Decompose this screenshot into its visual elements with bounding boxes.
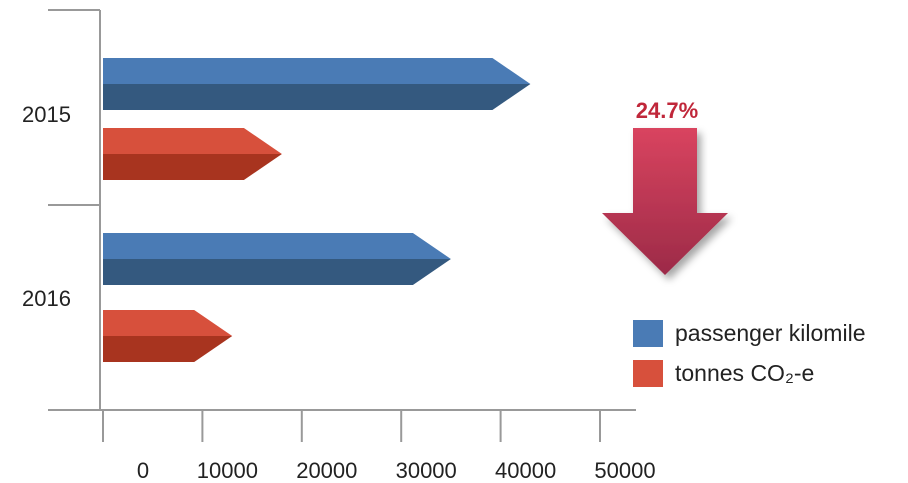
bar-face-bottom (103, 84, 531, 110)
legend-label-passenger: passenger kilomile (675, 319, 866, 346)
legend-label-co2: tonnes CO₂-e (675, 359, 815, 386)
bar-2015-co2 (103, 128, 282, 180)
x-tick-label: 20000 (296, 458, 357, 483)
bar-face-bottom (103, 259, 451, 285)
bar-face-top (103, 128, 282, 154)
bar-2016-co2 (103, 310, 233, 362)
bar-face-top (103, 58, 531, 84)
bars-group (103, 58, 531, 362)
x-tick-label: 10000 (197, 458, 258, 483)
x-tick-label: 0 (137, 458, 149, 483)
bar-2015-passenger (103, 58, 531, 110)
bar-face-top (103, 310, 233, 336)
x-tick-label: 40000 (495, 458, 556, 483)
category-label-2016: 2016 (22, 286, 71, 311)
legend: passenger kilomile tonnes CO₂-e (633, 313, 865, 393)
bar-face-top (103, 233, 451, 259)
bar-face-bottom (103, 336, 233, 362)
decrease-percentage: 24.7% (635, 98, 699, 123)
bar-face-bottom (103, 154, 282, 180)
legend-item-co2: tonnes CO₂-e (633, 353, 865, 393)
x-axis-ticks: 0 10000 20000 30000 40000 50000 (102, 410, 656, 483)
down-arrow-icon (602, 128, 728, 275)
x-tick-label: 30000 (396, 458, 457, 483)
x-tick-label: 50000 (594, 458, 655, 483)
category-label-2015: 2015 (22, 102, 71, 127)
legend-swatch-co2 (633, 359, 663, 387)
bar-2016-passenger (103, 233, 451, 285)
legend-item-passenger: passenger kilomile (633, 313, 865, 353)
legend-swatch-passenger (633, 319, 663, 347)
